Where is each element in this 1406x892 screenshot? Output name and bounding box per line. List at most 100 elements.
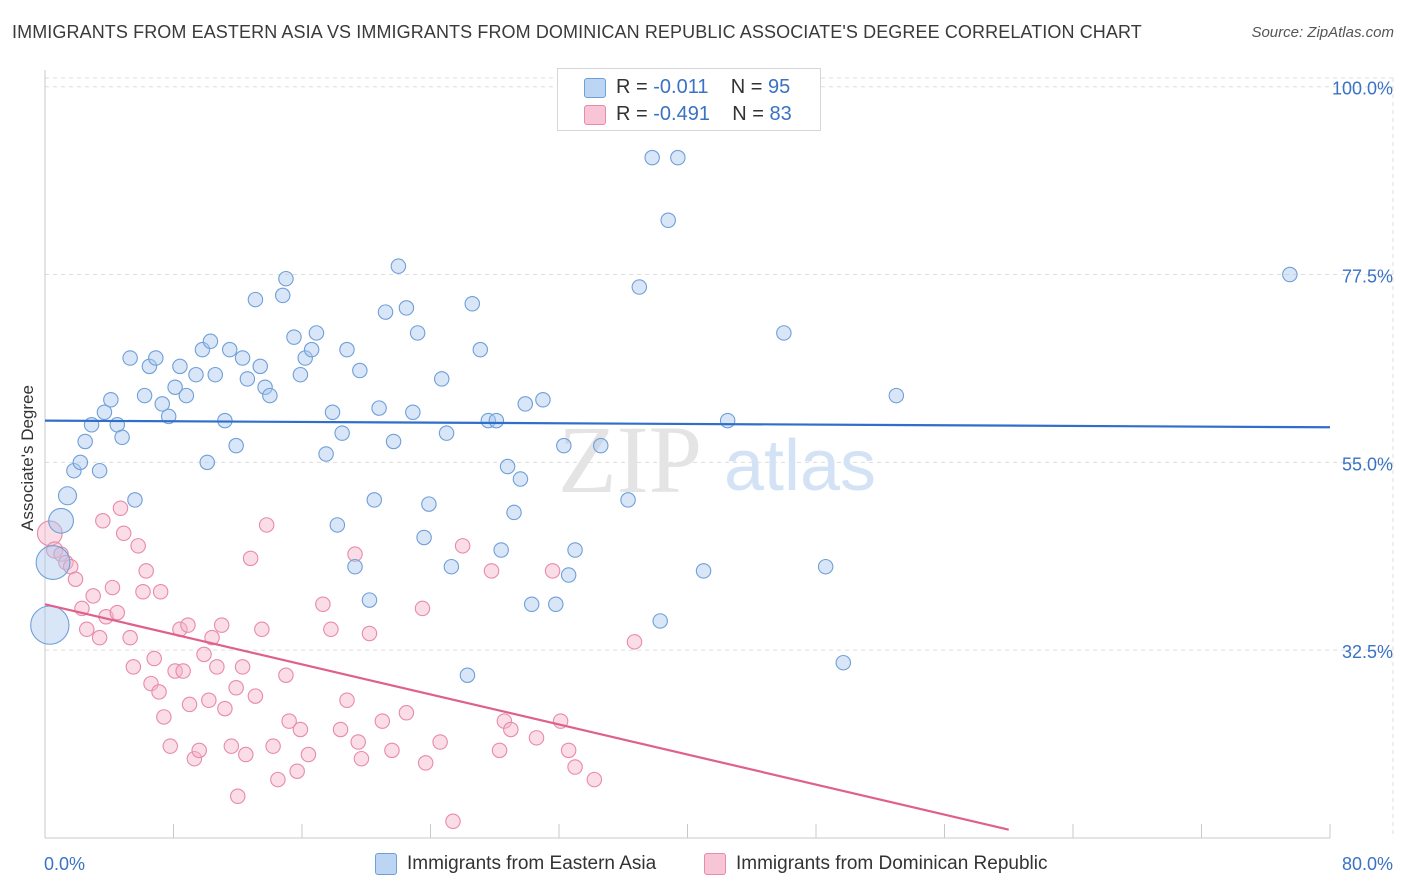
trend-lines <box>44 419 1331 831</box>
x-tick-label: 0.0% <box>44 854 85 874</box>
data-point-eastern-asia <box>318 446 334 462</box>
data-point-dominican-republic <box>289 763 305 779</box>
data-point-dominican-republic <box>167 663 183 679</box>
data-point-eastern-asia <box>835 654 852 671</box>
data-point-eastern-asia <box>141 358 158 375</box>
data-point-dominican-republic <box>374 713 391 729</box>
data-point-eastern-asia <box>433 371 450 387</box>
data-point-dominican-republic <box>180 617 196 633</box>
data-point-dominican-republic <box>135 583 151 600</box>
data-point-eastern-asia <box>35 545 71 580</box>
legend-r-value: -0.491 <box>653 103 710 125</box>
data-point-eastern-asia <box>114 429 130 446</box>
data-point-dominican-republic <box>201 692 217 709</box>
data-point-eastern-asia <box>517 396 534 412</box>
data-point-eastern-asia <box>472 341 489 358</box>
data-point-eastern-asia <box>30 605 70 645</box>
data-point-eastern-asia <box>324 404 341 421</box>
data-point-dominican-republic <box>191 742 207 759</box>
data-point-eastern-asia <box>329 517 346 533</box>
data-point-dominican-republic <box>213 617 230 633</box>
data-point-dominican-republic <box>626 634 643 650</box>
data-point-dominican-republic <box>300 746 317 763</box>
watermark: ZIP atlas <box>558 406 876 513</box>
data-point-eastern-asia <box>535 391 551 408</box>
data-point-dominican-republic <box>432 734 448 750</box>
y-tick-label: 100.0% <box>1332 79 1393 99</box>
data-point-eastern-asia <box>593 437 609 454</box>
data-point-dominican-republic <box>234 659 251 675</box>
data-point-eastern-asia <box>719 412 736 429</box>
data-point-dominican-republic <box>247 688 264 704</box>
y-tick-label: 32.5% <box>1342 642 1393 662</box>
data-point-dominican-republic <box>454 538 471 554</box>
data-point-eastern-asia <box>172 358 188 375</box>
data-point-dominican-republic <box>586 771 603 788</box>
data-point-eastern-asia <box>234 350 251 366</box>
data-point-dominican-republic <box>353 750 370 767</box>
data-point-dominican-republic <box>162 738 179 754</box>
bottom-legend-label: Immigrants from Dominican Republic <box>736 853 1048 874</box>
data-point-dominican-republic <box>181 696 198 713</box>
data-point-dominican-republic <box>152 583 169 600</box>
data-point-eastern-asia <box>72 454 89 471</box>
data-point-dominican-republic <box>130 538 146 554</box>
data-point-eastern-asia <box>352 362 368 379</box>
data-point-dominican-republic <box>384 742 400 759</box>
data-point-dominican-republic <box>544 563 561 579</box>
legend-r-label: R = <box>616 76 648 98</box>
data-point-eastern-asia <box>339 341 355 358</box>
data-point-dominican-republic <box>350 734 366 750</box>
data-point-eastern-asia <box>96 404 113 421</box>
data-point-eastern-asia <box>660 212 676 229</box>
data-point-eastern-asia <box>154 396 171 412</box>
data-point-eastern-asia <box>560 567 577 583</box>
data-point-eastern-asia <box>488 412 505 429</box>
data-point-eastern-asia <box>127 492 143 508</box>
y-tick-label: 77.5% <box>1342 267 1393 287</box>
data-point-eastern-asia <box>122 350 138 366</box>
data-point-dominican-republic <box>196 646 212 663</box>
data-point-eastern-asia <box>303 341 320 358</box>
data-point-eastern-asia <box>421 496 437 512</box>
data-point-eastern-asia <box>136 387 153 404</box>
data-point-eastern-asia <box>512 471 529 487</box>
data-point-dominican-republic <box>79 621 95 638</box>
data-point-eastern-asia <box>257 379 273 395</box>
data-point-dominican-republic <box>85 588 101 604</box>
data-point-eastern-asia <box>385 433 402 450</box>
legend-swatch-blue <box>584 78 606 98</box>
data-point-eastern-asia <box>347 558 363 575</box>
data-point-dominican-republic <box>112 500 129 517</box>
data-point-dominican-republic <box>204 629 220 646</box>
data-point-dominican-republic <box>491 742 508 759</box>
data-point-dominican-republic <box>347 546 363 562</box>
data-point-dominican-republic <box>445 813 461 830</box>
data-point-eastern-asia <box>817 558 834 575</box>
axes <box>44 70 1331 839</box>
data-point-eastern-asia <box>361 592 378 608</box>
data-point-eastern-asia <box>247 291 264 308</box>
data-point-eastern-asia <box>480 412 497 429</box>
data-point-dominican-republic <box>151 684 167 700</box>
data-point-eastern-asia <box>493 542 509 558</box>
source-label: Source: ZipAtlas.com <box>1251 24 1394 41</box>
data-point-eastern-asia <box>405 404 421 421</box>
data-point-eastern-asia <box>443 558 460 575</box>
data-point-dominican-republic <box>146 650 162 667</box>
data-point-eastern-asia <box>670 149 686 166</box>
y-axis-label: Associate's Degree <box>18 385 37 531</box>
data-point-dominican-republic <box>122 629 138 646</box>
legend-r-label: R = <box>616 103 648 125</box>
data-point-eastern-asia <box>398 300 415 316</box>
data-point-eastern-asia <box>523 596 540 613</box>
data-point-eastern-asia <box>167 379 183 395</box>
data-point-dominican-republic <box>560 742 577 759</box>
data-point-eastern-asia <box>194 341 211 358</box>
chart-title: IMMIGRANTS FROM EASTERN ASIA VS IMMIGRAN… <box>12 22 1142 42</box>
data-point-eastern-asia <box>620 492 636 508</box>
correlation-legend: R = -0.011 N = 95 R = -0.491 N = 83 <box>557 68 821 131</box>
data-point-dominican-republic <box>270 771 286 788</box>
data-point-eastern-asia <box>297 350 313 366</box>
